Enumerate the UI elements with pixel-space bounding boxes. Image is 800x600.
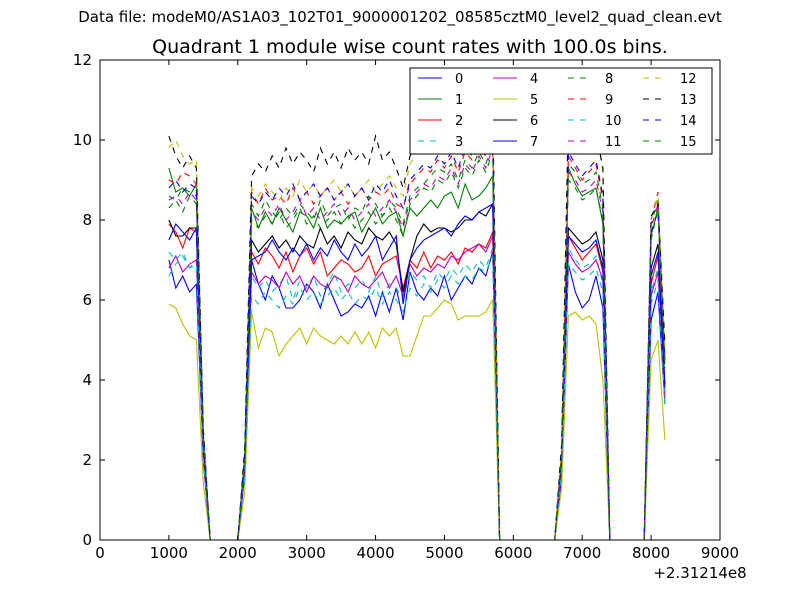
series-line-5 — [168, 298, 666, 541]
x-tick-label: 3000 — [288, 544, 326, 562]
x-tick-label: 4000 — [356, 544, 394, 562]
series-line-9 — [168, 139, 666, 541]
legend-label-10: 10 — [605, 114, 622, 129]
x-tick-label: 8000 — [632, 544, 670, 562]
series-line-4 — [168, 235, 666, 541]
x-tick-label: 9000 — [701, 544, 739, 562]
series-line-11 — [168, 147, 666, 541]
x-axis-offset-label: +2.31214e8 — [653, 564, 746, 582]
legend-label-1: 1 — [455, 93, 463, 108]
series-line-7 — [168, 203, 666, 541]
legend-label-13: 13 — [680, 93, 697, 108]
series-line-10 — [168, 255, 666, 541]
y-tick-label: 8 — [82, 211, 92, 229]
series-layer — [168, 105, 666, 541]
legend-label-3: 3 — [455, 135, 463, 150]
legend-box — [409, 67, 713, 155]
figure-suptitle: Data file: modeM0/AS1A03_102T01_90000012… — [78, 8, 722, 26]
legend-label-11: 11 — [605, 135, 622, 150]
x-tick-label: 6000 — [494, 544, 532, 562]
y-tick-label: 0 — [82, 531, 92, 549]
legend-label-9: 9 — [605, 93, 613, 108]
legend-label-7: 7 — [530, 135, 538, 150]
x-tick-label: 0 — [95, 544, 105, 562]
legend-label-15: 15 — [680, 135, 697, 150]
y-tick-label: 10 — [73, 131, 92, 149]
legend-label-6: 6 — [530, 114, 538, 129]
y-tick-label: 2 — [82, 451, 92, 469]
x-tick-label: 1000 — [150, 544, 188, 562]
x-tick-label: 7000 — [563, 544, 601, 562]
legend-label-2: 2 — [455, 114, 463, 129]
legend-label-14: 14 — [680, 114, 697, 129]
y-tick-label: 6 — [82, 291, 92, 309]
legend-label-4: 4 — [530, 72, 538, 87]
series-line-6 — [168, 202, 666, 541]
x-tick-label: 5000 — [425, 544, 463, 562]
chart-title: Quadrant 1 module wise count rates with … — [152, 36, 668, 58]
axis-ticks: 0 1000 2000 3000 4000 5000 6000 7000 8000 9000 0 2 4… — [73, 51, 739, 562]
legend-label-12: 12 — [680, 72, 697, 87]
series-line-3 — [168, 246, 666, 541]
x-tick-label: 2000 — [219, 544, 257, 562]
y-tick-label: 12 — [73, 51, 92, 69]
legend-label-8: 8 — [605, 72, 613, 87]
series-line-15 — [168, 151, 666, 541]
legend-label-5: 5 — [530, 93, 538, 108]
y-tick-label: 4 — [82, 371, 92, 389]
legend-label-0: 0 — [455, 72, 463, 87]
